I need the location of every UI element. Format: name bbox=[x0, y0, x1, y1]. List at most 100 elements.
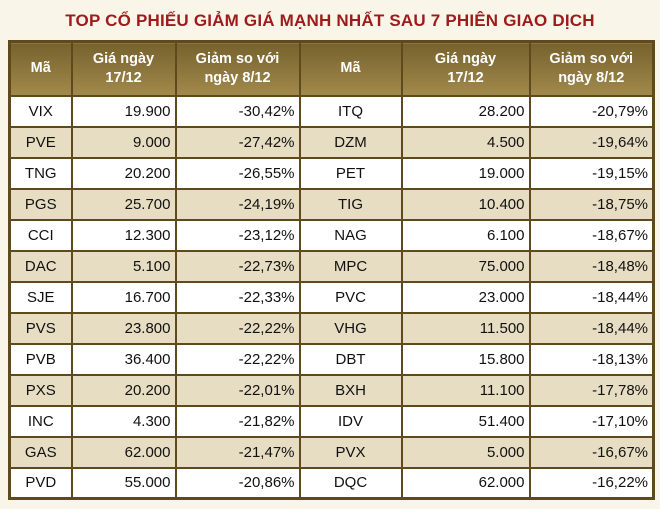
stocks-table: Mã Giá ngày 17/12 Giảm so với ngày 8/12 … bbox=[8, 40, 655, 500]
change-cell: -26,55% bbox=[174, 156, 301, 190]
stock-code-cell: PET bbox=[298, 156, 403, 190]
change-cell: -18,75% bbox=[528, 187, 655, 221]
stock-code-cell: PVD bbox=[8, 466, 73, 500]
price-cell: 20.200 bbox=[70, 156, 177, 190]
change-cell: -22,73% bbox=[174, 249, 301, 283]
change-cell: -22,01% bbox=[174, 373, 301, 407]
change-cell: -18,13% bbox=[528, 342, 655, 376]
change-cell: -19,64% bbox=[528, 125, 655, 159]
table-row: PVB 36.400 -22,22% DBT 15.800 -18,13% bbox=[8, 342, 655, 376]
change-cell: -24,19% bbox=[174, 187, 301, 221]
col-header-code-right: Mã bbox=[298, 40, 403, 97]
stock-code-cell: TNG bbox=[8, 156, 73, 190]
table-row: PVE 9.000 -27,42% DZM 4.500 -19,64% bbox=[8, 125, 655, 159]
change-cell: -20,86% bbox=[174, 466, 301, 500]
stock-code-cell: DBT bbox=[298, 342, 403, 376]
change-cell: -23,12% bbox=[174, 218, 301, 252]
change-cell: -27,42% bbox=[174, 125, 301, 159]
stock-code-cell: PVS bbox=[8, 311, 73, 345]
table-row: INC 4.300 -21,82% IDV 51.400 -17,10% bbox=[8, 404, 655, 438]
price-cell: 23.800 bbox=[70, 311, 177, 345]
col-header-price-right: Giá ngày 17/12 bbox=[400, 40, 531, 97]
stock-code-cell: MPC bbox=[298, 249, 403, 283]
stock-code-cell: DAC bbox=[8, 249, 73, 283]
change-cell: -17,78% bbox=[528, 373, 655, 407]
price-cell: 11.100 bbox=[400, 373, 531, 407]
col-header-price-left: Giá ngày 17/12 bbox=[70, 40, 177, 97]
table-row: TNG 20.200 -26,55% PET 19.000 -19,15% bbox=[8, 156, 655, 190]
change-cell: -22,22% bbox=[174, 311, 301, 345]
price-cell: 20.200 bbox=[70, 373, 177, 407]
change-cell: -18,48% bbox=[528, 249, 655, 283]
price-cell: 55.000 bbox=[70, 466, 177, 500]
stock-code-cell: TIG bbox=[298, 187, 403, 221]
price-cell: 62.000 bbox=[70, 435, 177, 469]
stock-code-cell: PVB bbox=[8, 342, 73, 376]
price-cell: 51.400 bbox=[400, 404, 531, 438]
table-row: DAC 5.100 -22,73% MPC 75.000 -18,48% bbox=[8, 249, 655, 283]
change-cell: -17,10% bbox=[528, 404, 655, 438]
stock-code-cell: PGS bbox=[8, 187, 73, 221]
col-header-change-right: Giảm so với ngày 8/12 bbox=[528, 40, 655, 97]
price-cell: 23.000 bbox=[400, 280, 531, 314]
change-cell: -20,79% bbox=[528, 94, 655, 128]
price-cell: 6.100 bbox=[400, 218, 531, 252]
page-title: TOP CỔ PHIẾU GIẢM GIÁ MẠNH NHẤT SAU 7 PH… bbox=[65, 11, 595, 30]
change-cell: -18,44% bbox=[528, 280, 655, 314]
table-row: SJE 16.700 -22,33% PVC 23.000 -18,44% bbox=[8, 280, 655, 314]
stock-code-cell: PVC bbox=[298, 280, 403, 314]
price-cell: 36.400 bbox=[70, 342, 177, 376]
change-cell: -30,42% bbox=[174, 94, 301, 128]
price-cell: 5.000 bbox=[400, 435, 531, 469]
table-row: PVS 23.800 -22,22% VHG 11.500 -18,44% bbox=[8, 311, 655, 345]
price-cell: 10.400 bbox=[400, 187, 531, 221]
table-row: CCI 12.300 -23,12% NAG 6.100 -18,67% bbox=[8, 218, 655, 252]
change-cell: -16,22% bbox=[528, 466, 655, 500]
table-header: Mã Giá ngày 17/12 Giảm so với ngày 8/12 … bbox=[8, 40, 655, 97]
price-cell: 28.200 bbox=[400, 94, 531, 128]
price-cell: 11.500 bbox=[400, 311, 531, 345]
col-header-code-left: Mã bbox=[8, 40, 73, 97]
header-row: Mã Giá ngày 17/12 Giảm so với ngày 8/12 … bbox=[8, 40, 655, 97]
price-cell: 19.900 bbox=[70, 94, 177, 128]
stock-code-cell: INC bbox=[8, 404, 73, 438]
stock-code-cell: NAG bbox=[298, 218, 403, 252]
change-cell: -18,44% bbox=[528, 311, 655, 345]
price-cell: 5.100 bbox=[70, 249, 177, 283]
price-cell: 62.000 bbox=[400, 466, 531, 500]
table-row: GAS 62.000 -21,47% PVX 5.000 -16,67% bbox=[8, 435, 655, 469]
price-cell: 25.700 bbox=[70, 187, 177, 221]
col-header-change-left: Giảm so với ngày 8/12 bbox=[174, 40, 301, 97]
price-cell: 9.000 bbox=[70, 125, 177, 159]
stock-code-cell: IDV bbox=[298, 404, 403, 438]
stock-code-cell: VIX bbox=[8, 94, 73, 128]
price-cell: 15.800 bbox=[400, 342, 531, 376]
change-cell: -22,22% bbox=[174, 342, 301, 376]
stock-code-cell: VHG bbox=[298, 311, 403, 345]
price-cell: 75.000 bbox=[400, 249, 531, 283]
change-cell: -19,15% bbox=[528, 156, 655, 190]
change-cell: -18,67% bbox=[528, 218, 655, 252]
price-cell: 12.300 bbox=[70, 218, 177, 252]
stock-code-cell: DZM bbox=[298, 125, 403, 159]
stock-code-cell: DQC bbox=[298, 466, 403, 500]
change-cell: -21,47% bbox=[174, 435, 301, 469]
table-row: PVD 55.000 -20,86% DQC 62.000 -16,22% bbox=[8, 466, 655, 500]
price-cell: 4.300 bbox=[70, 404, 177, 438]
stock-code-cell: PVE bbox=[8, 125, 73, 159]
table-row: PGS 25.700 -24,19% TIG 10.400 -18,75% bbox=[8, 187, 655, 221]
table-body: VIX 19.900 -30,42% ITQ 28.200 -20,79% PVE 9.000… bbox=[8, 94, 655, 500]
stock-code-cell: BXH bbox=[298, 373, 403, 407]
change-cell: -16,67% bbox=[528, 435, 655, 469]
stock-code-cell: GAS bbox=[8, 435, 73, 469]
change-cell: -22,33% bbox=[174, 280, 301, 314]
price-cell: 19.000 bbox=[400, 156, 531, 190]
table-row: PXS 20.200 -22,01% BXH 11.100 -17,78% bbox=[8, 373, 655, 407]
price-cell: 4.500 bbox=[400, 125, 531, 159]
stock-code-cell: PVX bbox=[298, 435, 403, 469]
stock-code-cell: CCI bbox=[8, 218, 73, 252]
stock-code-cell: PXS bbox=[8, 373, 73, 407]
stock-code-cell: SJE bbox=[8, 280, 73, 314]
price-cell: 16.700 bbox=[70, 280, 177, 314]
